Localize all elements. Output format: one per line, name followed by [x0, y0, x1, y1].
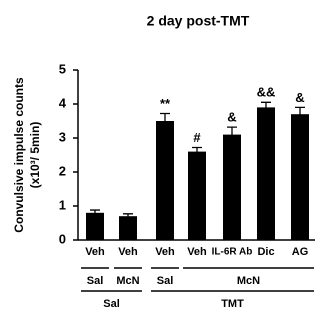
group-label: McN: [116, 275, 139, 287]
x-tick-label: Veh: [85, 246, 105, 258]
y-tick-label: 2: [59, 163, 66, 178]
bar: [223, 134, 241, 240]
group-label: Sal: [87, 275, 104, 287]
bar: [156, 121, 174, 240]
bar: [119, 216, 137, 240]
x-tick-label: Veh: [155, 246, 175, 258]
significance-mark: #: [193, 130, 201, 145]
chart-title: 2 day post-TMT: [147, 13, 250, 29]
x-tick-label: Veh: [118, 246, 138, 258]
error-bar: [160, 112, 170, 129]
x-tick-label: AG: [292, 246, 309, 258]
significance-mark: &&: [257, 85, 276, 100]
error-bar: [90, 209, 100, 216]
y-tick-label: 0: [59, 231, 66, 246]
group-label: Sal: [103, 298, 120, 310]
group-label: McN: [237, 275, 260, 287]
bar: [86, 212, 104, 240]
significance-mark: &: [227, 110, 236, 125]
bar: [291, 114, 309, 240]
significance-mark: **: [160, 96, 171, 111]
error-bar: [227, 126, 237, 143]
significance-mark: &: [295, 90, 304, 105]
y-tick-label: 3: [59, 129, 66, 144]
group-label: Sal: [157, 275, 174, 287]
error-bar: [123, 213, 133, 219]
error-bar: [261, 101, 271, 113]
bar: [188, 151, 206, 240]
bar: [257, 107, 275, 241]
y-axis-label: (x10³/ 5min): [28, 122, 42, 189]
x-tick-label: IL-6R Ab: [212, 247, 253, 258]
y-tick-label: 4: [59, 95, 67, 110]
y-tick-label: 1: [59, 197, 66, 212]
y-tick-label: 5: [59, 61, 66, 76]
x-tick-label: Dic: [257, 246, 274, 258]
error-bar: [295, 106, 305, 121]
error-bar: [192, 146, 202, 156]
group-label: TMT: [221, 298, 244, 310]
y-axis-label: Convulsive impulse counts: [12, 77, 26, 233]
x-tick-label: Veh: [187, 246, 207, 258]
